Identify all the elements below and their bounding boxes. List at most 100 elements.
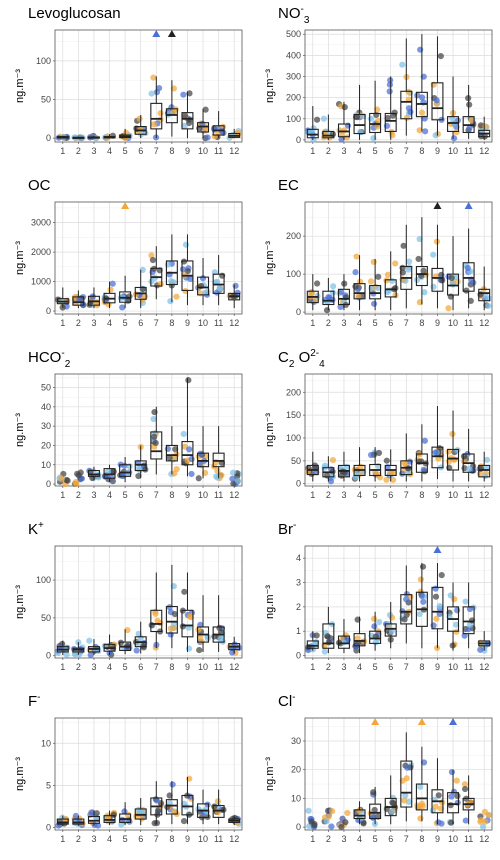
box-month-7 — [400, 760, 413, 808]
data-point — [171, 610, 179, 618]
x-tick-label: 1 — [60, 490, 65, 500]
data-point — [401, 616, 408, 623]
data-point — [370, 258, 377, 266]
data-point — [311, 822, 318, 829]
box-month-2 — [72, 296, 85, 306]
data-point — [198, 638, 205, 645]
data-point — [344, 122, 352, 129]
data-point — [196, 646, 203, 654]
data-point — [55, 649, 62, 657]
data-point — [172, 446, 179, 453]
x-tick-label: 5 — [373, 318, 378, 328]
data-point — [483, 456, 491, 463]
data-point — [460, 453, 468, 460]
data-point — [76, 296, 83, 303]
data-point — [477, 646, 484, 653]
data-point — [86, 637, 93, 644]
x-tick-label: 12 — [479, 146, 489, 156]
data-point — [234, 473, 241, 480]
data-point — [375, 273, 382, 280]
x-tick-label: 11 — [464, 146, 473, 156]
data-point — [164, 261, 172, 268]
x-tick-label: 11 — [214, 146, 223, 156]
data-point — [157, 110, 164, 117]
data-point — [375, 449, 383, 457]
y-tick-label: 3 — [296, 578, 301, 588]
data-point — [438, 799, 446, 806]
box-month-5 — [369, 803, 382, 820]
box-month-5 — [119, 464, 132, 477]
x-tick-label: 3 — [341, 146, 346, 156]
x-tick-label: 12 — [479, 490, 489, 500]
data-point — [166, 604, 173, 611]
data-point — [343, 134, 351, 141]
data-point — [137, 808, 144, 815]
data-point — [390, 476, 397, 484]
data-point — [181, 112, 189, 119]
off-scale-marker — [371, 718, 380, 725]
box-month-8 — [415, 783, 428, 811]
x-tick-label: 9 — [185, 318, 190, 328]
data-point — [416, 127, 423, 134]
data-point — [150, 415, 157, 423]
data-point — [383, 476, 390, 483]
data-point — [384, 114, 391, 122]
data-point — [468, 117, 475, 124]
data-point — [173, 293, 180, 300]
x-tick-label: 7 — [154, 146, 159, 156]
x-tick-label: 8 — [419, 318, 424, 328]
x-tick-label: 4 — [107, 834, 112, 844]
box-month-10 — [447, 792, 460, 814]
panel-title: EC — [278, 177, 299, 194]
y-axis-label: ng.m⁻³ — [264, 413, 276, 447]
data-point — [388, 628, 395, 635]
data-point — [417, 815, 424, 822]
data-point — [466, 124, 473, 132]
x-tick-label: 1 — [310, 146, 315, 156]
data-point — [107, 286, 114, 293]
data-point — [432, 449, 439, 456]
x-tick-label: 6 — [138, 834, 143, 844]
data-point — [388, 277, 396, 285]
panel-title: C2 O2-4 — [278, 348, 325, 370]
data-point — [164, 445, 171, 452]
x-tick-label: 1 — [60, 146, 65, 156]
data-point — [323, 818, 330, 825]
box-month-7 — [150, 431, 163, 460]
x-tick-label: 7 — [154, 318, 159, 328]
data-point — [466, 465, 473, 472]
data-point — [420, 598, 427, 605]
data-point — [229, 475, 236, 482]
x-tick-label: 11 — [464, 662, 473, 672]
x-tick-label: 9 — [185, 834, 190, 844]
data-point — [485, 302, 492, 310]
y-tick-label: 0 — [46, 822, 51, 832]
x-tick-label: 3 — [91, 490, 96, 500]
box-month-7 — [150, 102, 163, 130]
box-month-6 — [384, 112, 397, 132]
data-point — [126, 463, 133, 470]
data-point — [110, 811, 117, 819]
data-point — [330, 283, 337, 290]
data-point — [371, 623, 378, 630]
data-point — [437, 53, 444, 60]
data-point — [186, 446, 193, 453]
box-month-7 — [150, 609, 163, 633]
y-axis-label: ng.m⁻³ — [14, 413, 26, 447]
data-point — [234, 477, 241, 485]
data-point — [418, 94, 426, 101]
box-month-5 — [369, 630, 382, 644]
x-tick-label: 7 — [404, 318, 409, 328]
y-tick-label: 20 — [291, 765, 301, 775]
data-point — [308, 289, 315, 296]
data-point — [71, 651, 79, 658]
data-point — [354, 471, 361, 478]
data-point — [153, 819, 161, 827]
x-tick-label: 6 — [138, 146, 143, 156]
x-tick-label: 12 — [229, 490, 239, 500]
x-tick-label: 6 — [388, 146, 393, 156]
y-tick-label: 0 — [296, 135, 301, 145]
data-point — [214, 474, 221, 481]
